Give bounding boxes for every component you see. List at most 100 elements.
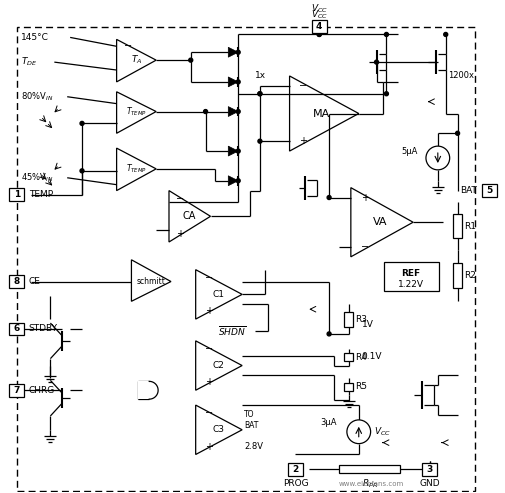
Text: 1x: 1x	[255, 71, 266, 80]
Polygon shape	[228, 47, 238, 57]
Text: CHRG: CHRG	[29, 386, 55, 395]
Circle shape	[317, 33, 321, 36]
Text: BAT: BAT	[460, 186, 476, 195]
Text: R5: R5	[355, 382, 367, 391]
Text: C3: C3	[212, 425, 224, 434]
Bar	[422, 463, 436, 476]
Text: −: −	[204, 344, 212, 354]
Bar	[10, 275, 24, 288]
Text: C1: C1	[212, 290, 224, 299]
Text: 80%V$_{IN}$: 80%V$_{IN}$	[21, 90, 53, 103]
Bar	[10, 188, 24, 201]
Bar	[339, 465, 399, 473]
Polygon shape	[116, 92, 156, 133]
Text: +: +	[204, 442, 212, 452]
Text: +: +	[204, 306, 212, 316]
Text: CA: CA	[182, 211, 195, 221]
Text: −: −	[123, 41, 131, 51]
Bar	[344, 383, 352, 391]
Circle shape	[425, 146, 449, 170]
Circle shape	[236, 149, 240, 153]
Text: −: −	[176, 194, 184, 204]
Polygon shape	[116, 39, 156, 82]
Text: +: +	[204, 377, 212, 387]
Text: 6: 6	[14, 324, 20, 333]
Circle shape	[236, 179, 240, 183]
Text: 145°C: 145°C	[21, 33, 48, 42]
Text: GND: GND	[419, 479, 439, 488]
Circle shape	[326, 332, 330, 336]
Text: −: −	[360, 242, 368, 252]
Text: 8: 8	[14, 277, 20, 286]
Bar	[10, 322, 24, 335]
Polygon shape	[195, 341, 242, 390]
Circle shape	[188, 58, 192, 62]
Bar	[344, 353, 352, 361]
Circle shape	[443, 33, 447, 36]
Text: −: −	[204, 273, 212, 282]
Bar	[10, 384, 24, 397]
Text: R4: R4	[355, 352, 367, 362]
Circle shape	[236, 50, 240, 54]
Text: 0.1V: 0.1V	[361, 352, 381, 361]
Polygon shape	[195, 405, 242, 455]
Text: +: +	[299, 136, 307, 146]
Bar	[481, 184, 495, 197]
Circle shape	[374, 60, 378, 64]
Text: −: −	[204, 408, 212, 418]
Text: $T_{TEMP}$: $T_{TEMP}$	[126, 106, 146, 118]
Text: TEMP: TEMP	[29, 190, 53, 199]
Circle shape	[384, 33, 388, 36]
Polygon shape	[131, 260, 171, 301]
Text: REF: REF	[401, 269, 420, 278]
Text: $V_{CC}$: $V_{CC}$	[310, 8, 327, 21]
Circle shape	[80, 169, 84, 173]
Circle shape	[258, 139, 262, 143]
Bar	[452, 263, 461, 288]
Circle shape	[346, 420, 370, 444]
Polygon shape	[228, 106, 238, 116]
Circle shape	[454, 131, 459, 135]
Text: 3μA: 3μA	[320, 419, 336, 427]
Text: 4: 4	[316, 22, 322, 31]
Text: R1: R1	[463, 222, 475, 231]
Circle shape	[317, 33, 321, 36]
Text: 2: 2	[292, 465, 298, 474]
Circle shape	[258, 92, 262, 96]
Bar	[452, 214, 461, 238]
Text: −: −	[299, 81, 307, 91]
Text: $V_{CC}$: $V_{CC}$	[373, 425, 390, 438]
Polygon shape	[350, 188, 412, 257]
Circle shape	[236, 80, 240, 84]
Circle shape	[258, 92, 262, 96]
Text: TO
BAT: TO BAT	[243, 410, 258, 429]
Circle shape	[326, 196, 330, 200]
Bar	[384, 262, 438, 291]
Polygon shape	[195, 270, 242, 319]
Text: $\overline{SHDN}$: $\overline{SHDN}$	[218, 324, 246, 338]
Polygon shape	[228, 176, 238, 186]
Text: 1200x: 1200x	[447, 71, 473, 80]
Text: 5: 5	[485, 186, 491, 195]
Text: +: +	[360, 193, 368, 203]
Text: R2: R2	[463, 271, 475, 280]
Text: VA: VA	[373, 217, 387, 227]
Text: C2: C2	[212, 361, 224, 370]
Text: www.elecfans.com: www.elecfans.com	[338, 481, 403, 487]
Bar	[344, 312, 352, 326]
Text: $V_{CC}$: $V_{CC}$	[310, 2, 327, 15]
Text: +: +	[176, 229, 183, 239]
Polygon shape	[289, 76, 358, 151]
Circle shape	[384, 92, 388, 96]
Text: 1V: 1V	[361, 319, 373, 328]
Polygon shape	[228, 146, 238, 156]
Bar	[311, 20, 326, 33]
Text: 5μA: 5μA	[401, 146, 417, 156]
Text: 1.22V: 1.22V	[397, 280, 423, 289]
Polygon shape	[169, 191, 210, 242]
Text: schmitt: schmitt	[136, 277, 165, 286]
Text: 1: 1	[14, 190, 20, 199]
Text: R3: R3	[355, 315, 367, 323]
Text: CE: CE	[29, 277, 40, 286]
Polygon shape	[228, 77, 238, 87]
